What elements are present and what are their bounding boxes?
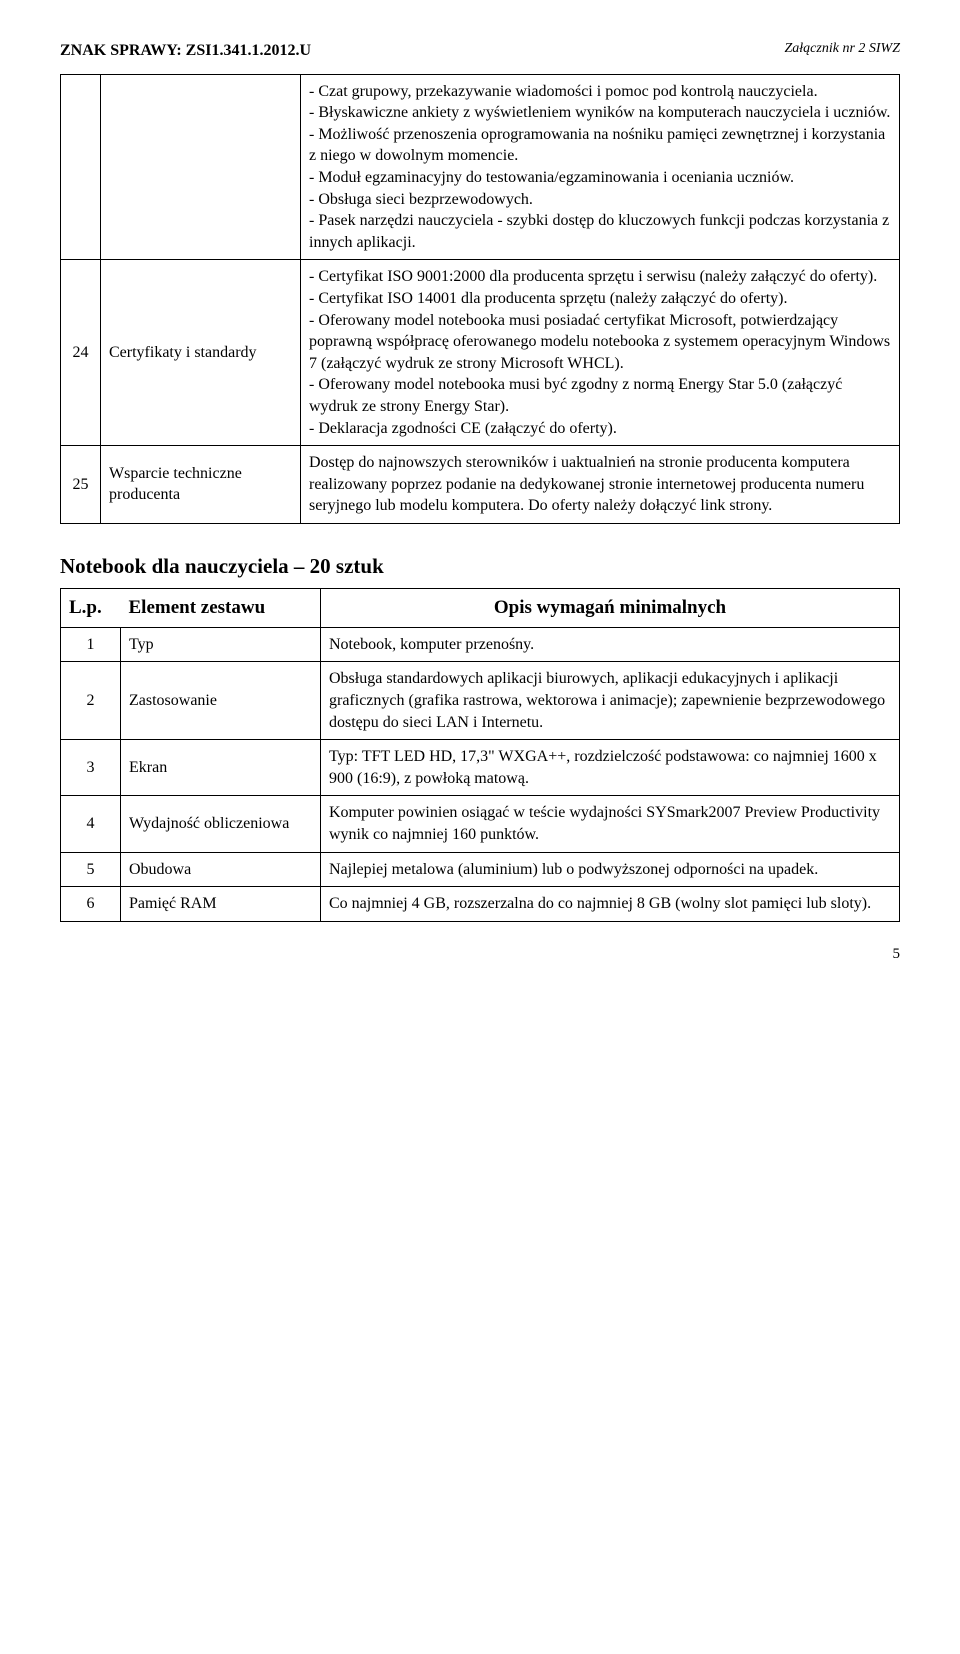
table-row: 24 Certyfikaty i standardy - Certyfikat … xyxy=(61,260,900,446)
spec-table-continued: - Czat grupowy, przekazywanie wiadomości… xyxy=(60,74,900,524)
row-label: Wydajność obliczeniowa xyxy=(121,796,321,852)
table-row: 2 Zastosowanie Obsługa standardowych apl… xyxy=(61,662,900,740)
row-num: 1 xyxy=(61,627,121,662)
col-lp: L.p. xyxy=(61,589,121,628)
case-sign: ZNAK SPRAWY: ZSI1.341.1.2012.U xyxy=(60,40,311,62)
row-desc: Najlepiej metalowa (aluminium) lub o pod… xyxy=(321,852,900,887)
row-num: 24 xyxy=(61,260,101,446)
notebook-spec-table: L.p. Element zestawu Opis wymagań minima… xyxy=(60,588,900,922)
row-desc: - Certyfikat ISO 9001:2000 dla producent… xyxy=(301,260,900,446)
table-row: - Czat grupowy, przekazywanie wiadomości… xyxy=(61,74,900,260)
col-element: Element zestawu xyxy=(121,589,321,628)
row-num: 2 xyxy=(61,662,121,740)
row-label: Obudowa xyxy=(121,852,321,887)
row-label: Zastosowanie xyxy=(121,662,321,740)
row-num: 4 xyxy=(61,796,121,852)
row-desc: Co najmniej 4 GB, rozszerzalna do co naj… xyxy=(321,887,900,922)
row-desc: Komputer powinien osiągać w teście wydaj… xyxy=(321,796,900,852)
row-label-empty xyxy=(101,74,301,260)
table-row: 3 Ekran Typ: TFT LED HD, 17,3" WXGA++, r… xyxy=(61,740,900,796)
table-row: 25 Wsparcie techniczne producenta Dostęp… xyxy=(61,446,900,524)
row-num: 3 xyxy=(61,740,121,796)
table-header-row: L.p. Element zestawu Opis wymagań minima… xyxy=(61,589,900,628)
page-number: 5 xyxy=(60,944,900,964)
row-num: 6 xyxy=(61,887,121,922)
row-num-empty xyxy=(61,74,101,260)
table-row: 6 Pamięć RAM Co najmniej 4 GB, rozszerza… xyxy=(61,887,900,922)
row-num: 5 xyxy=(61,852,121,887)
row-label: Typ xyxy=(121,627,321,662)
col-opis: Opis wymagań minimalnych xyxy=(321,589,900,628)
row-label: Wsparcie techniczne producenta xyxy=(101,446,301,524)
row-num: 25 xyxy=(61,446,101,524)
row-desc: - Czat grupowy, przekazywanie wiadomości… xyxy=(301,74,900,260)
row-desc: Notebook, komputer przenośny. xyxy=(321,627,900,662)
row-label: Ekran xyxy=(121,740,321,796)
table-row: 4 Wydajność obliczeniowa Komputer powini… xyxy=(61,796,900,852)
page-header: ZNAK SPRAWY: ZSI1.341.1.2012.U Załącznik… xyxy=(60,40,900,62)
row-desc: Typ: TFT LED HD, 17,3" WXGA++, rozdzielc… xyxy=(321,740,900,796)
row-label: Pamięć RAM xyxy=(121,887,321,922)
attachment-label: Załącznik nr 2 SIWZ xyxy=(785,40,901,62)
table-row: 5 Obudowa Najlepiej metalowa (aluminium)… xyxy=(61,852,900,887)
section-title: Notebook dla nauczyciela – 20 sztuk xyxy=(60,552,900,580)
row-desc: Dostęp do najnowszych sterowników i uakt… xyxy=(301,446,900,524)
table-row: 1 Typ Notebook, komputer przenośny. xyxy=(61,627,900,662)
row-desc: Obsługa standardowych aplikacji biurowyc… xyxy=(321,662,900,740)
row-label: Certyfikaty i standardy xyxy=(101,260,301,446)
